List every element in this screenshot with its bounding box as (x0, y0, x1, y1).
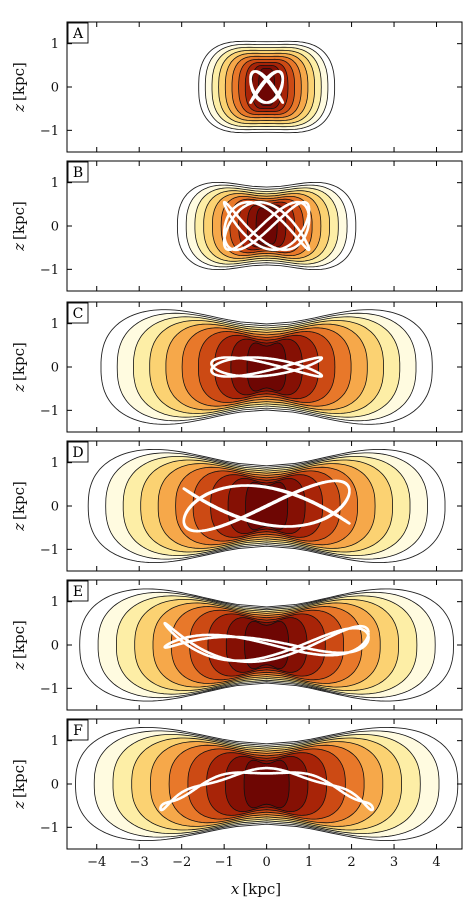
panel-label: A (72, 26, 84, 42)
y-axis-label-var: z (10, 801, 28, 810)
x-axis-label: x [kpc] (231, 880, 281, 898)
panels: 10−1z[kpc]A10−1z[kpc]B10−1z[kpc]C10−1z[k… (10, 21, 463, 850)
contour-level-10 (246, 342, 287, 392)
orbit-C (210, 356, 324, 378)
axis-ticks (67, 302, 462, 432)
y-tick-label: 1 (51, 317, 59, 332)
y-tick-label: 0 (51, 778, 59, 793)
panel-label-box (67, 441, 89, 463)
x-tick-label: 3 (390, 855, 398, 870)
x-tick-label: 0 (262, 855, 270, 870)
orbit-F (159, 766, 375, 812)
y-axis-label: z [kpc] (10, 620, 28, 671)
panel-label-box (67, 22, 89, 44)
x-tick-labels: −4 −3 −2 −1 0 1 2 3 4 (87, 855, 441, 870)
density-contours (100, 309, 433, 425)
y-tick-label: −1 (40, 543, 59, 558)
y-tick-label: −1 (40, 821, 59, 836)
y-tick-label: 1 (51, 734, 59, 749)
y-tick-label: 1 (51, 37, 59, 52)
y-tick-label: −1 (40, 124, 59, 139)
y-axis-label-unit: [kpc] (10, 342, 28, 381)
y-tick-label: 0 (51, 220, 59, 235)
orbit-B (222, 200, 311, 252)
y-axis-label-var: z (10, 523, 28, 532)
panel-A: 1 0 −1 z [kpc] A (10, 21, 463, 153)
panel-label-box (67, 161, 89, 183)
y-axis-label-var: z (10, 662, 28, 671)
y-axis-label-unit: [kpc] (10, 201, 28, 240)
x-tick-label: 2 (347, 855, 355, 870)
axis-ticks (67, 441, 462, 571)
y-tick-label: 0 (51, 361, 59, 376)
x-axis-label-unit: [kpc] (242, 880, 281, 898)
panel-B: 1 0 −1 z [kpc] B (10, 160, 463, 292)
axis-ticks (67, 22, 462, 152)
y-tick-label: 1 (51, 456, 59, 471)
x-tick-label: 4 (432, 855, 440, 870)
panel-label: F (73, 723, 83, 739)
y-tick-label: 0 (51, 639, 59, 654)
y-tick-label: 1 (51, 176, 59, 191)
panel-D: 1 0 −1 z [kpc] D (10, 440, 463, 572)
y-tick-label: 0 (51, 81, 59, 96)
orbit-A (249, 70, 285, 104)
panel-label-box (67, 302, 89, 324)
y-axis-label: z [kpc] (10, 759, 28, 810)
x-tick-label: −1 (215, 855, 234, 870)
density-contours (176, 181, 357, 271)
x-tick-label: −3 (130, 855, 149, 870)
y-axis-label: z [kpc] (10, 342, 28, 393)
panel-C: 1 0 −1 z [kpc] C (10, 301, 463, 433)
y-axis-label: z [kpc] (10, 62, 28, 113)
y-tick-label: 0 (51, 500, 59, 515)
axis-ticks (67, 580, 462, 710)
y-axis-label-var: z (10, 243, 28, 252)
panel-label-box (67, 580, 89, 602)
y-axis-label: z [kpc] (10, 201, 28, 252)
x-tick-label: −4 (87, 855, 106, 870)
y-axis-label-unit: [kpc] (10, 620, 28, 659)
y-axis-label-unit: [kpc] (10, 62, 28, 101)
y-axis-label: z [kpc] (10, 481, 28, 532)
y-axis-label-unit: [kpc] (10, 759, 28, 798)
orbit-D (182, 479, 351, 533)
y-tick-label: −1 (40, 263, 59, 278)
axis-ticks (67, 719, 462, 849)
density-contours (198, 40, 336, 134)
orbit-E (163, 621, 370, 664)
y-axis-label-unit: [kpc] (10, 481, 28, 520)
y-tick-label: 1 (51, 595, 59, 610)
y-tick-label: −1 (40, 682, 59, 697)
density-contours (75, 726, 459, 842)
panel-label: D (72, 445, 83, 461)
x-tick-label: 1 (305, 855, 313, 870)
panel-label: E (73, 584, 83, 600)
panel-F: 1 0 −1 z [kpc] F (10, 718, 463, 850)
y-tick-label: −1 (40, 404, 59, 419)
axis-ticks (67, 161, 462, 291)
density-contours (79, 588, 454, 702)
y-axis-label-var: z (10, 384, 28, 393)
y-axis-label-var: z (10, 104, 28, 113)
panel-label-box (67, 719, 89, 741)
panel-label: B (73, 165, 83, 181)
panel-E: 1 0 −1 z [kpc] E (10, 579, 463, 711)
panel-label: C (73, 306, 84, 322)
x-tick-label: −2 (172, 855, 191, 870)
x-axis-label-var: x (231, 880, 240, 898)
